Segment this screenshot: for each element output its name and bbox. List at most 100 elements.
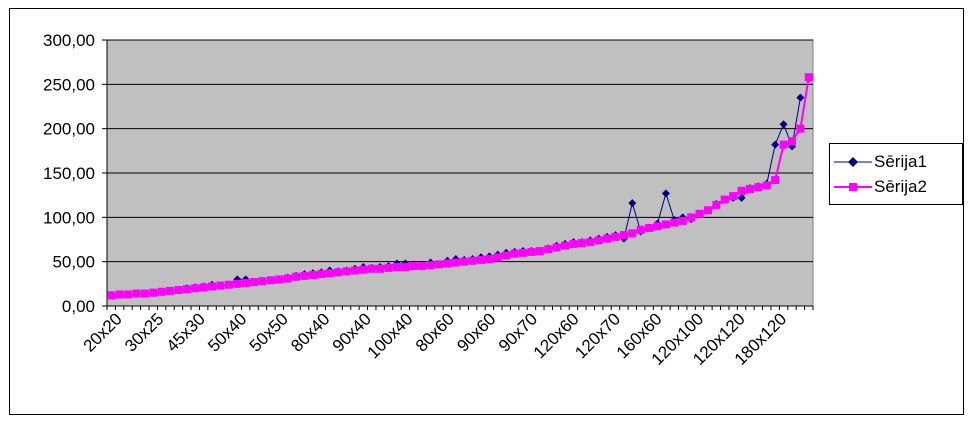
series2-point xyxy=(250,278,259,287)
series2-point xyxy=(552,243,561,252)
series2-point xyxy=(594,236,603,245)
x-tick-label: 50x50 xyxy=(246,309,292,355)
series2-point xyxy=(485,255,494,264)
series2-point xyxy=(510,249,519,258)
series2-point xyxy=(703,206,712,215)
series2-point xyxy=(569,239,578,248)
series2-point xyxy=(787,137,796,146)
series2-point xyxy=(216,281,225,290)
y-tick-label: 200,00 xyxy=(43,120,95,139)
series2-point xyxy=(342,267,351,276)
series2-point xyxy=(208,282,217,291)
series2-point xyxy=(334,268,343,277)
series2-point xyxy=(258,277,267,286)
series2-point xyxy=(182,285,191,294)
series2-point xyxy=(199,283,208,292)
series2-point xyxy=(695,209,704,218)
series2-point xyxy=(493,253,502,262)
series2-point xyxy=(670,218,679,227)
series2-point xyxy=(460,257,469,266)
series2-point xyxy=(661,220,670,229)
series2-point xyxy=(527,247,536,256)
series2-point xyxy=(519,248,528,257)
series1-point xyxy=(779,120,788,129)
x-tick-label: 45x30 xyxy=(163,309,209,355)
series1-point xyxy=(661,189,670,198)
series2-point xyxy=(804,73,813,82)
series2-point xyxy=(233,279,242,288)
x-tick-label: 80x60 xyxy=(412,309,458,355)
series2-point xyxy=(401,262,410,271)
x-tick-label: 90x60 xyxy=(453,309,499,355)
x-tick-label: 120x70 xyxy=(571,309,624,362)
x-tick-label: 50x40 xyxy=(204,309,250,355)
series2-point xyxy=(283,274,292,283)
series2-point xyxy=(729,192,738,201)
series2-point xyxy=(275,275,284,284)
series2-point xyxy=(409,262,418,271)
series2-point xyxy=(687,213,696,222)
series2-point xyxy=(619,231,628,240)
series2-point xyxy=(157,287,166,296)
series2-point xyxy=(166,286,175,295)
series2-point xyxy=(720,195,729,204)
x-tick-label: 120x60 xyxy=(530,309,583,362)
x-tick-label: 100x40 xyxy=(364,309,417,362)
series2-point xyxy=(577,239,586,248)
series2-point xyxy=(712,200,721,209)
series2-point xyxy=(149,288,158,297)
series2-point xyxy=(132,289,141,298)
series2-point xyxy=(586,238,595,247)
x-tick-label: 80x40 xyxy=(287,309,333,355)
series2-point xyxy=(745,184,754,193)
series2-point xyxy=(376,264,385,273)
series2-point xyxy=(107,291,116,300)
x-tick-label: 20x20 xyxy=(80,309,126,355)
legend-item-series2: Sērija2 xyxy=(830,175,962,199)
series2-point xyxy=(678,216,687,225)
series2-point xyxy=(191,284,200,293)
series2-point xyxy=(535,247,544,256)
legend: Sērija1 Sērija2 xyxy=(829,143,963,205)
series1-swatch-icon xyxy=(834,157,872,167)
series2-point xyxy=(796,124,805,133)
x-tick-label: 30x25 xyxy=(121,309,167,355)
series2-point xyxy=(308,270,317,279)
series1-point xyxy=(796,93,805,102)
series2-point xyxy=(359,265,368,274)
series2-point xyxy=(325,269,334,278)
series2-point xyxy=(174,286,183,295)
legend-label-series1: Sērija1 xyxy=(874,152,927,171)
series2-point xyxy=(292,272,301,281)
series2-point xyxy=(477,255,486,264)
series2-point xyxy=(384,263,393,272)
series2-point xyxy=(426,261,435,270)
series1-point xyxy=(628,199,637,208)
series2-point xyxy=(628,229,637,238)
series2-point xyxy=(140,289,149,298)
series2-point xyxy=(350,266,359,275)
series2-point xyxy=(754,183,763,192)
y-tick-label: 300,00 xyxy=(43,31,95,50)
series2-point xyxy=(468,256,477,265)
series1-point xyxy=(771,140,780,149)
series2-point xyxy=(561,241,570,250)
series2-point xyxy=(443,259,452,268)
series2-point xyxy=(771,176,780,185)
series2-point xyxy=(611,232,620,241)
y-tick-label: 150,00 xyxy=(43,164,95,183)
legend-item-series1: Sērija1 xyxy=(830,150,962,174)
series2-point xyxy=(418,262,427,271)
y-tick-label: 0,00 xyxy=(62,297,95,316)
series2-point xyxy=(762,181,771,190)
series1-point xyxy=(737,193,746,202)
y-tick-label: 50,00 xyxy=(52,253,95,272)
series2-point xyxy=(653,222,662,231)
series2-point xyxy=(367,264,376,273)
series2-point xyxy=(266,276,275,285)
y-tick-label: 250,00 xyxy=(43,75,95,94)
series2-point xyxy=(241,278,250,287)
series2-point xyxy=(124,290,133,299)
series2-point xyxy=(317,270,326,279)
